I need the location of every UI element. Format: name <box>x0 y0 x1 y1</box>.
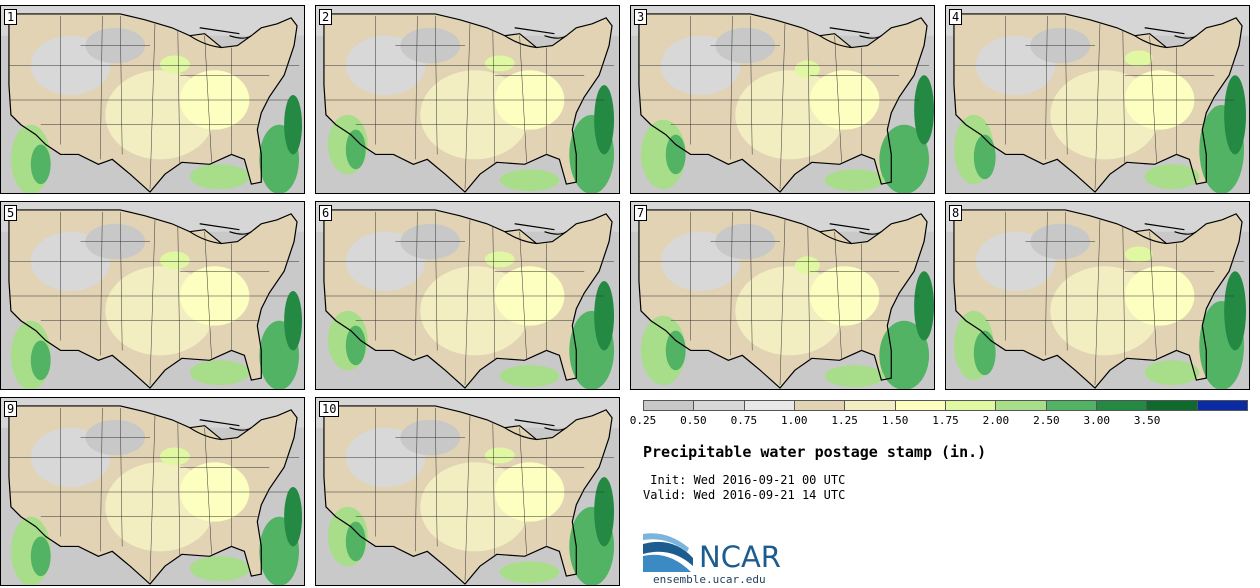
colorbar-segment <box>895 401 946 410</box>
panel-number-label: 5 <box>4 205 18 221</box>
map-panel: 6 <box>315 201 620 390</box>
map-graphic <box>631 6 934 193</box>
map-graphic <box>631 202 934 389</box>
panel-number-label: 2 <box>319 9 333 25</box>
colorbar-tick-label: 2.00 <box>982 414 1010 427</box>
colorbar-tick-label: 0.25 <box>629 414 657 427</box>
colorbar-tick-label: 0.75 <box>730 414 758 427</box>
map-panel: 7 <box>630 201 935 390</box>
colorbar-tick-label: 1.00 <box>781 414 808 427</box>
colorbar-tick-label: 1.25 <box>831 414 858 427</box>
colorbar-segment <box>845 401 896 410</box>
ncar-logo-icon <box>643 533 693 572</box>
colorbar-segment <box>1147 401 1198 410</box>
colorbar-segment <box>1096 401 1148 410</box>
panel-number-label: 10 <box>319 401 340 417</box>
colorbar-tick-label: 0.50 <box>680 414 707 427</box>
panel-number-label: 1 <box>4 9 18 25</box>
map-panel: 10 <box>315 397 620 586</box>
colorbar-segment <box>644 401 695 410</box>
colorbar <box>643 400 1248 411</box>
init-time: Init: Wed 2016-09-21 00 UTC <box>643 473 846 487</box>
panel-number-label: 3 <box>634 9 648 25</box>
map-panel: 2 <box>315 5 620 194</box>
colorbar-tick-label: 1.75 <box>932 414 959 427</box>
panel-number-label: 7 <box>634 205 648 221</box>
colorbar-tick-label: 2.50 <box>1033 414 1060 427</box>
colorbar-tick-label: 3.00 <box>1083 414 1111 427</box>
map-panel: 4 <box>945 5 1250 194</box>
colorbar-segment <box>794 401 846 410</box>
panel-number-label: 6 <box>319 205 333 221</box>
chart-title: Precipitable water postage stamp (in.) <box>643 443 987 461</box>
colorbar-segment <box>1197 401 1247 410</box>
logo-text: NCAR <box>699 540 781 574</box>
map-graphic <box>1 6 304 193</box>
map-graphic <box>316 398 619 585</box>
colorbar-ticks: 0.25 0.50 0.75 1.00 1.25 1.50 1.75 2.00 2.50 3.00… <box>630 414 1250 428</box>
panel-number-label: 9 <box>4 401 18 417</box>
map-graphic <box>316 6 619 193</box>
map-panel: 5 <box>0 201 305 390</box>
colorbar-segment <box>996 401 1047 410</box>
colorbar-segment <box>694 401 745 410</box>
map-panel: 9 <box>0 397 305 586</box>
map-panel: 1 <box>0 5 305 194</box>
colorbar-segment <box>945 401 997 410</box>
map-graphic <box>316 202 619 389</box>
colorbar-tick-label: 1.50 <box>881 414 909 427</box>
colorbar-segment <box>1046 401 1097 410</box>
map-panel: 3 <box>630 5 935 194</box>
map-panel: 8 <box>945 201 1250 390</box>
map-graphic <box>946 6 1249 193</box>
valid-time: Valid: Wed 2016-09-21 14 UTC <box>643 488 846 502</box>
panel-number-label: 4 <box>949 9 963 25</box>
map-graphic <box>946 202 1249 389</box>
map-graphic <box>1 398 304 585</box>
site-url[interactable]: ensemble.ucar.edu <box>653 573 766 586</box>
colorbar-segment <box>744 401 795 410</box>
map-graphic <box>1 202 304 389</box>
colorbar-tick-label: 3.50 <box>1133 414 1161 427</box>
panel-number-label: 8 <box>949 205 963 221</box>
